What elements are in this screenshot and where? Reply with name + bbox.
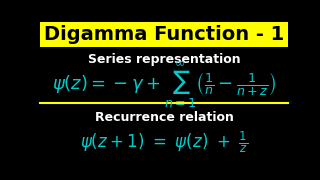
Text: Recurrence relation: Recurrence relation [95, 111, 233, 124]
Text: Series representation: Series representation [88, 53, 240, 66]
Text: $\psi(z) = -\gamma + \sum_{n=1}^{\infty}\left(\frac{1}{n} - \frac{1}{n+z}\right): $\psi(z) = -\gamma + \sum_{n=1}^{\infty}… [52, 60, 276, 110]
Text: Digamma Function - 1: Digamma Function - 1 [44, 25, 284, 44]
Text: $\psi(z+1) \ = \ \psi(z) \ + \ \frac{1}{z}$: $\psi(z+1) \ = \ \psi(z) \ + \ \frac{1}{… [80, 130, 248, 155]
FancyBboxPatch shape [40, 22, 288, 47]
